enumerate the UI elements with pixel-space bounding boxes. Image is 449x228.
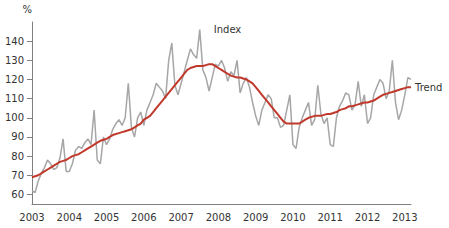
svg-text:90: 90	[11, 131, 24, 142]
svg-text:130: 130	[5, 55, 24, 66]
svg-text:70: 70	[11, 170, 24, 181]
svg-text:Index: Index	[214, 24, 242, 35]
svg-text:2005: 2005	[94, 212, 119, 223]
svg-text:2007: 2007	[168, 212, 193, 223]
svg-text:Trend: Trend	[414, 82, 442, 93]
svg-text:2010: 2010	[280, 212, 305, 223]
svg-text:120: 120	[5, 74, 24, 85]
svg-text:110: 110	[5, 93, 24, 104]
svg-text:2006: 2006	[131, 212, 156, 223]
svg-text:60: 60	[11, 189, 24, 200]
svg-text:2004: 2004	[57, 212, 82, 223]
svg-text:2013: 2013	[392, 212, 417, 223]
svg-text:%: %	[22, 4, 32, 15]
svg-text:2003: 2003	[19, 212, 44, 223]
svg-text:2008: 2008	[206, 212, 231, 223]
svg-text:2012: 2012	[355, 212, 380, 223]
svg-text:140: 140	[5, 36, 24, 47]
svg-text:100: 100	[5, 112, 24, 123]
svg-text:2011: 2011	[318, 212, 343, 223]
svg-text:80: 80	[11, 151, 24, 162]
svg-text:2009: 2009	[243, 212, 268, 223]
